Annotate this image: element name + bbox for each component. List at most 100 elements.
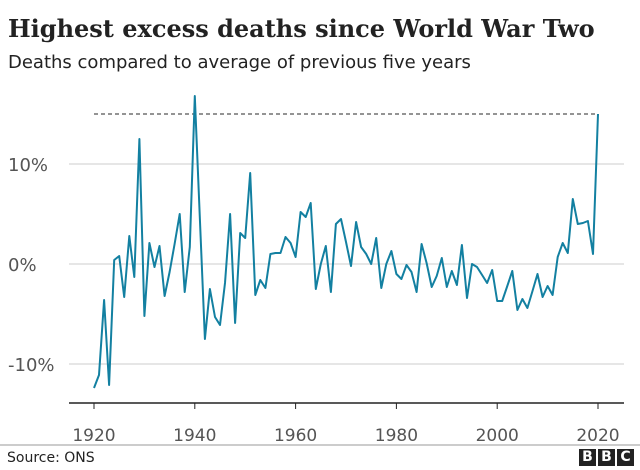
- data-point-2009: [542, 296, 544, 298]
- data-point-2010: [547, 285, 549, 287]
- data-point-1959: [290, 242, 292, 244]
- data-point-1979: [390, 250, 392, 252]
- data-point-2011: [552, 294, 554, 296]
- data-point-1930: [143, 315, 145, 317]
- data-point-2006: [526, 307, 528, 309]
- bbc-logo: B B C: [579, 449, 634, 466]
- data-point-1991: [451, 270, 453, 272]
- data-point-1932: [153, 266, 155, 268]
- data-point-1972: [355, 221, 357, 223]
- data-point-1925: [118, 255, 120, 257]
- data-point-1951: [249, 172, 251, 174]
- data-point-1961: [300, 211, 302, 213]
- excess-deaths-line: [93, 95, 599, 389]
- data-point-1990: [446, 286, 448, 288]
- data-point-1929: [138, 138, 140, 140]
- data-point-2008: [537, 273, 539, 275]
- data-point-1928: [133, 276, 135, 278]
- data-point-1927: [128, 235, 130, 237]
- data-point-1973: [360, 246, 362, 248]
- data-point-1963: [310, 202, 312, 204]
- data-point-2017: [582, 222, 584, 224]
- data-point-1955: [269, 253, 271, 255]
- bbc-logo-b1: B: [579, 449, 596, 466]
- data-point-1937: [179, 213, 181, 215]
- data-point-1993: [461, 244, 463, 246]
- data-point-1995: [471, 263, 473, 265]
- data-point-1962: [305, 216, 307, 218]
- bbc-logo-c: C: [617, 449, 634, 466]
- data-point-1954: [264, 287, 266, 289]
- data-point-1966: [325, 245, 327, 247]
- y-tick-label: -10%: [8, 355, 55, 376]
- data-point-1943: [209, 288, 211, 290]
- data-point-1981: [400, 278, 402, 280]
- data-point-2020: [597, 113, 599, 115]
- data-point-1977: [380, 287, 382, 289]
- data-point-1985: [421, 243, 423, 245]
- data-point-1926: [123, 296, 125, 298]
- data-point-1947: [229, 213, 231, 215]
- y-tick-label: 10%: [8, 155, 48, 176]
- data-point-1938: [184, 291, 186, 293]
- data-point-2014: [567, 252, 569, 254]
- data-point-2013: [562, 242, 564, 244]
- data-point-1944: [214, 316, 216, 318]
- data-point-1920: [93, 387, 95, 389]
- data-point-1942: [204, 338, 206, 340]
- x-tick-label: 1940: [173, 426, 216, 446]
- data-point-1957: [279, 252, 281, 254]
- data-point-2005: [521, 298, 523, 300]
- data-point-1940: [194, 95, 196, 97]
- data-point-2012: [557, 256, 559, 258]
- data-point-1969: [340, 218, 342, 220]
- data-point-1935: [169, 271, 171, 273]
- chart-title: Highest excess deaths since World War Tw…: [8, 14, 595, 43]
- data-point-1989: [441, 257, 443, 259]
- x-tick-label: 2000: [476, 426, 519, 446]
- y-tick-label: 0%: [8, 255, 37, 276]
- data-point-1945: [219, 324, 221, 326]
- data-point-1983: [411, 271, 413, 273]
- data-point-1958: [285, 236, 287, 238]
- x-tick-label: 1980: [375, 426, 418, 446]
- data-point-1988: [436, 275, 438, 277]
- data-point-2015: [572, 198, 574, 200]
- data-point-1980: [395, 273, 397, 275]
- data-point-2002: [506, 285, 508, 287]
- data-point-1934: [164, 295, 166, 297]
- data-point-1921: [98, 374, 100, 376]
- data-point-1941: [199, 216, 201, 218]
- data-point-1970: [345, 241, 347, 243]
- data-point-2003: [511, 270, 513, 272]
- data-point-1933: [159, 245, 161, 247]
- data-point-1978: [385, 263, 387, 265]
- data-point-1952: [254, 294, 256, 296]
- chart-subtitle: Deaths compared to average of previous f…: [8, 52, 471, 73]
- data-point-2007: [531, 290, 533, 292]
- data-point-1984: [416, 291, 418, 293]
- data-point-1956: [274, 252, 276, 254]
- data-point-2019: [592, 253, 594, 255]
- data-point-1931: [148, 242, 150, 244]
- data-point-1939: [189, 246, 191, 248]
- data-point-1974: [365, 253, 367, 255]
- data-point-1994: [466, 297, 468, 299]
- data-point-1936: [174, 243, 176, 245]
- data-point-2000: [496, 300, 498, 302]
- data-point-1999: [491, 269, 493, 271]
- data-point-1950: [244, 237, 246, 239]
- data-point-1964: [315, 288, 317, 290]
- data-point-1923: [108, 384, 110, 386]
- data-point-1998: [486, 282, 488, 284]
- data-point-1992: [456, 284, 458, 286]
- x-tick-label: 1960: [274, 426, 317, 446]
- data-point-2004: [516, 309, 518, 311]
- x-tick-label: 2020: [576, 426, 619, 446]
- source-note: Source: ONS: [7, 450, 95, 466]
- data-point-1976: [375, 237, 377, 239]
- data-point-1987: [431, 286, 433, 288]
- data-point-1986: [426, 262, 428, 264]
- data-point-1997: [481, 274, 483, 276]
